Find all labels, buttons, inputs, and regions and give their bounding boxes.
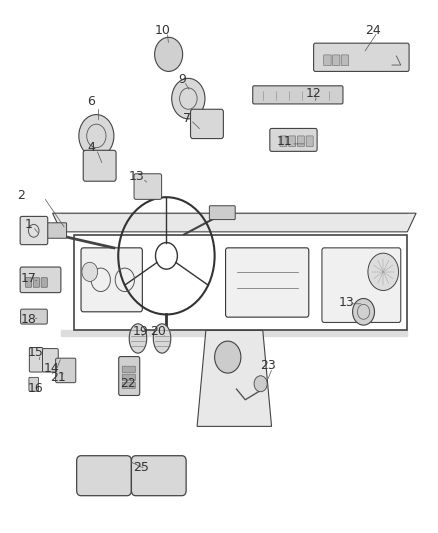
FancyBboxPatch shape [25, 278, 32, 287]
FancyBboxPatch shape [306, 136, 313, 147]
FancyBboxPatch shape [322, 248, 401, 322]
FancyBboxPatch shape [33, 278, 39, 287]
FancyBboxPatch shape [122, 366, 135, 373]
FancyBboxPatch shape [297, 136, 304, 147]
Text: 21: 21 [50, 371, 66, 384]
Circle shape [82, 262, 98, 281]
FancyBboxPatch shape [289, 136, 296, 147]
Text: 6: 6 [87, 95, 95, 108]
FancyBboxPatch shape [324, 55, 331, 66]
Text: 4: 4 [87, 141, 95, 154]
Text: 25: 25 [133, 462, 149, 474]
Circle shape [79, 115, 114, 157]
FancyBboxPatch shape [77, 456, 131, 496]
FancyBboxPatch shape [20, 216, 48, 245]
Text: 2: 2 [17, 189, 25, 202]
Text: 15: 15 [28, 346, 44, 359]
Polygon shape [197, 330, 272, 426]
FancyBboxPatch shape [209, 206, 235, 220]
FancyBboxPatch shape [29, 348, 43, 372]
Text: 19: 19 [132, 325, 148, 338]
FancyBboxPatch shape [131, 456, 186, 496]
Text: 1: 1 [25, 219, 32, 231]
Text: 17: 17 [21, 272, 37, 285]
FancyBboxPatch shape [29, 377, 39, 391]
FancyBboxPatch shape [39, 223, 67, 238]
FancyBboxPatch shape [20, 267, 61, 293]
FancyBboxPatch shape [81, 248, 142, 312]
Circle shape [215, 341, 241, 373]
FancyBboxPatch shape [122, 374, 135, 381]
FancyBboxPatch shape [134, 174, 162, 199]
Circle shape [172, 78, 205, 119]
FancyBboxPatch shape [42, 349, 58, 372]
FancyBboxPatch shape [83, 150, 116, 181]
Text: 20: 20 [151, 325, 166, 338]
FancyBboxPatch shape [226, 248, 309, 317]
Text: 23: 23 [260, 359, 276, 372]
FancyBboxPatch shape [119, 357, 140, 395]
Circle shape [368, 253, 399, 290]
Text: 11: 11 [277, 135, 293, 148]
Polygon shape [53, 213, 416, 232]
Text: 24: 24 [365, 25, 381, 37]
Circle shape [353, 298, 374, 325]
FancyBboxPatch shape [341, 55, 349, 66]
FancyBboxPatch shape [314, 43, 409, 71]
Text: 14: 14 [43, 362, 59, 375]
Circle shape [155, 37, 183, 71]
FancyBboxPatch shape [280, 136, 287, 147]
Text: 7: 7 [183, 112, 191, 125]
FancyBboxPatch shape [21, 309, 47, 324]
FancyBboxPatch shape [253, 86, 343, 104]
FancyBboxPatch shape [191, 109, 223, 139]
FancyBboxPatch shape [332, 55, 340, 66]
Text: 22: 22 [120, 377, 136, 390]
FancyBboxPatch shape [41, 278, 47, 287]
FancyBboxPatch shape [56, 358, 76, 383]
Text: 13: 13 [339, 296, 355, 309]
FancyBboxPatch shape [122, 382, 135, 389]
Text: 18: 18 [21, 313, 37, 326]
Text: 9: 9 [178, 73, 186, 86]
Text: 12: 12 [305, 87, 321, 100]
FancyBboxPatch shape [270, 128, 317, 151]
Ellipse shape [153, 324, 171, 353]
Ellipse shape [129, 324, 147, 353]
Text: 10: 10 [155, 25, 171, 37]
Text: 13: 13 [129, 171, 145, 183]
Circle shape [254, 376, 267, 392]
Text: 16: 16 [28, 382, 44, 394]
